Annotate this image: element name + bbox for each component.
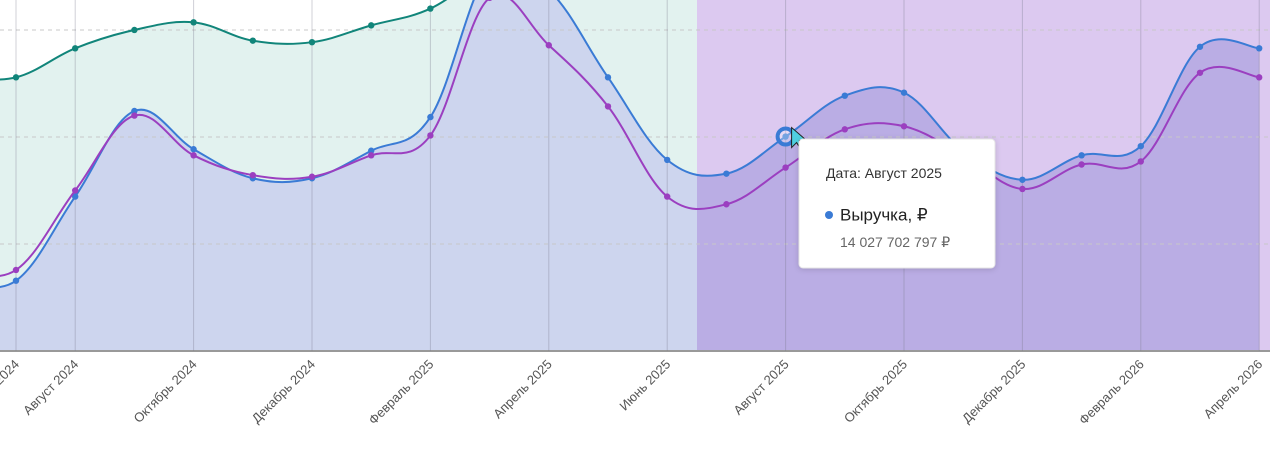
point [131,26,138,34]
point [664,156,671,164]
point [12,266,20,274]
point [723,201,730,208]
point [1256,45,1263,52]
point [190,152,197,159]
point [604,74,612,81]
x-tick-label: Июль 2024 [0,357,22,414]
point [900,89,908,96]
point [427,5,434,12]
point [12,74,20,81]
grid [0,0,1270,352]
point [1078,152,1085,159]
point [545,42,552,49]
point [131,112,138,119]
point [841,126,848,133]
point [368,147,375,154]
x-tick-label: Октябрь 2025 [841,357,910,426]
point [604,103,612,110]
point [12,277,20,284]
point [131,107,138,115]
tooltip-value: 14 027 702 797 ₽ [840,234,950,250]
point [782,133,789,140]
point [308,38,316,46]
x-tick-label: Август 2025 [730,357,791,418]
x-tick-label: Июнь 2025 [616,357,673,414]
areas [0,0,1270,351]
point [1078,161,1085,168]
point [190,146,197,153]
tooltip-marker [825,211,833,219]
x-tick-label: Февраль 2025 [366,357,437,428]
point [664,193,671,200]
x-tick-label: Октябрь 2024 [130,357,199,426]
point [1196,69,1204,76]
x-tick-label: Февраль 2026 [1076,357,1147,428]
point [72,45,79,52]
point [72,187,79,194]
tooltip-series: Выручка, ₽ [840,205,928,224]
point [308,173,316,180]
x-tick-label: Апрель 2025 [490,357,555,422]
point [487,0,492,2]
x-tick-label: Апрель 2026 [1201,357,1266,422]
point [249,37,256,44]
lines [0,0,1263,288]
point [1137,158,1145,165]
tooltip-title: Дата: Август 2025 [826,165,942,181]
line [0,0,1260,288]
point [427,132,434,139]
point [190,19,197,26]
tooltip: Дата: Август 2025 Выручка, ₽ 14 027 702 … [798,138,996,269]
point [1019,176,1026,183]
x-tick-label: Август 2024 [20,357,81,418]
x-tick-label: Декабрь 2024 [249,357,318,426]
line [0,0,1260,277]
point [723,170,730,177]
tooltip-box [798,138,996,269]
point [1256,74,1263,81]
point [249,171,256,179]
point [368,152,375,159]
point [1196,43,1204,50]
point [368,22,375,29]
x-tick-label: Декабрь 2025 [959,357,1028,426]
point [782,164,789,171]
point [1137,142,1145,150]
point [900,123,908,130]
point [841,92,848,99]
point [1019,185,1026,193]
point [427,113,434,121]
point [72,193,79,200]
